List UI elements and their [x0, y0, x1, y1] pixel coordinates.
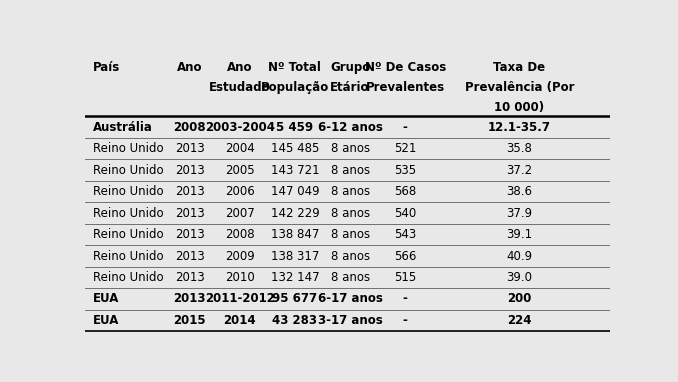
Text: Reino Unido: Reino Unido: [93, 271, 163, 284]
Text: 37.2: 37.2: [506, 163, 533, 176]
Text: Taxa De: Taxa De: [494, 60, 546, 74]
Text: 2004: 2004: [225, 142, 255, 155]
Text: -: -: [403, 293, 407, 306]
Text: 8 anos: 8 anos: [331, 142, 370, 155]
Text: Reino Unido: Reino Unido: [93, 228, 163, 241]
Text: Nº Total: Nº Total: [268, 60, 321, 74]
Text: 2013: 2013: [175, 228, 205, 241]
Text: 2007: 2007: [225, 207, 255, 220]
Text: 138 847: 138 847: [271, 228, 319, 241]
Text: População: População: [261, 81, 329, 94]
Text: 2008: 2008: [174, 121, 206, 134]
Text: 515: 515: [394, 271, 416, 284]
Text: 2013: 2013: [175, 163, 205, 176]
Text: 39.0: 39.0: [506, 271, 532, 284]
Text: Grupo: Grupo: [330, 60, 370, 74]
Text: 200: 200: [507, 293, 532, 306]
Text: 3-17 anos: 3-17 anos: [318, 314, 382, 327]
Text: Etário: Etário: [330, 81, 370, 94]
Text: 5 459: 5 459: [277, 121, 313, 134]
Text: País: País: [93, 60, 120, 74]
Text: 6-17 anos: 6-17 anos: [318, 293, 382, 306]
Text: 38.6: 38.6: [506, 185, 532, 198]
Text: 39.1: 39.1: [506, 228, 533, 241]
Text: 2014: 2014: [224, 314, 256, 327]
Text: 2011-2012: 2011-2012: [205, 293, 275, 306]
Text: 132 147: 132 147: [271, 271, 319, 284]
Text: 37.9: 37.9: [506, 207, 533, 220]
Text: 10 000): 10 000): [494, 101, 544, 114]
Text: 2009: 2009: [225, 249, 255, 262]
Text: 8 anos: 8 anos: [331, 185, 370, 198]
Text: 142 229: 142 229: [271, 207, 319, 220]
Text: 2013: 2013: [175, 271, 205, 284]
Text: EUA: EUA: [93, 314, 119, 327]
Text: Ano: Ano: [227, 60, 252, 74]
Text: 8 anos: 8 anos: [331, 228, 370, 241]
Text: 143 721: 143 721: [271, 163, 319, 176]
Text: 35.8: 35.8: [506, 142, 532, 155]
Text: 224: 224: [507, 314, 532, 327]
Text: 8 anos: 8 anos: [331, 163, 370, 176]
Text: 2010: 2010: [225, 271, 255, 284]
Text: Reino Unido: Reino Unido: [93, 142, 163, 155]
Text: 2003-2004: 2003-2004: [205, 121, 275, 134]
Text: 12.1-35.7: 12.1-35.7: [488, 121, 551, 134]
Text: Prevalência (Por: Prevalência (Por: [465, 81, 574, 94]
Text: 145 485: 145 485: [271, 142, 319, 155]
Text: EUA: EUA: [93, 293, 119, 306]
Text: 540: 540: [394, 207, 416, 220]
Text: 543: 543: [394, 228, 416, 241]
Text: 8 anos: 8 anos: [331, 271, 370, 284]
Text: 2015: 2015: [174, 314, 206, 327]
Text: Ano: Ano: [177, 60, 203, 74]
Text: Reino Unido: Reino Unido: [93, 249, 163, 262]
Text: 2013: 2013: [174, 293, 206, 306]
Text: 138 317: 138 317: [271, 249, 319, 262]
Text: 8 anos: 8 anos: [331, 249, 370, 262]
Text: 6-12 anos: 6-12 anos: [318, 121, 382, 134]
Text: Reino Unido: Reino Unido: [93, 207, 163, 220]
Text: 2013: 2013: [175, 142, 205, 155]
Text: 2013: 2013: [175, 207, 205, 220]
Text: 2008: 2008: [225, 228, 254, 241]
Text: Austrália: Austrália: [93, 121, 153, 134]
Text: 566: 566: [394, 249, 416, 262]
Text: Prevalentes: Prevalentes: [365, 81, 445, 94]
Text: Reino Unido: Reino Unido: [93, 185, 163, 198]
Text: 2005: 2005: [225, 163, 254, 176]
Text: -: -: [403, 121, 407, 134]
Text: 568: 568: [394, 185, 416, 198]
Text: 95 677: 95 677: [273, 293, 317, 306]
Text: 2013: 2013: [175, 185, 205, 198]
Text: 2006: 2006: [225, 185, 255, 198]
Text: 43 283: 43 283: [273, 314, 317, 327]
Text: 521: 521: [394, 142, 416, 155]
Text: 40.9: 40.9: [506, 249, 533, 262]
Text: Estudado: Estudado: [209, 81, 271, 94]
Text: 8 anos: 8 anos: [331, 207, 370, 220]
Text: Nº De Casos: Nº De Casos: [365, 60, 446, 74]
Text: 147 049: 147 049: [271, 185, 319, 198]
Text: -: -: [403, 314, 407, 327]
Text: 535: 535: [394, 163, 416, 176]
Text: 2013: 2013: [175, 249, 205, 262]
Text: Reino Unido: Reino Unido: [93, 163, 163, 176]
